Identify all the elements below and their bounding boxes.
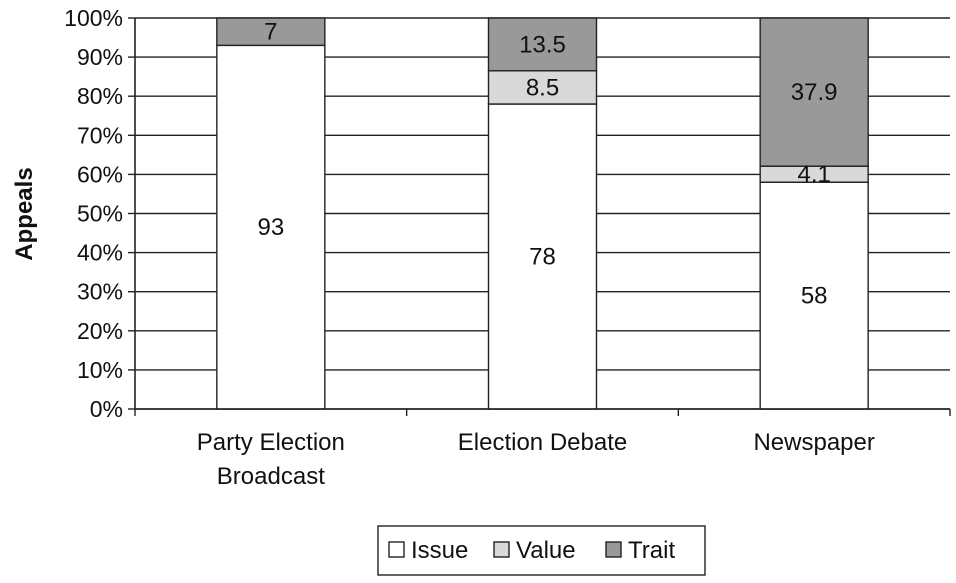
- legend-label: Trait: [628, 537, 675, 564]
- data-label: 7: [264, 19, 277, 46]
- legend-swatch-issue: [388, 541, 405, 558]
- y-tick-label: 70%: [77, 122, 123, 148]
- legend-label: Issue: [411, 537, 468, 564]
- y-tick-label: 90%: [77, 44, 123, 70]
- data-label: 13.5: [519, 31, 566, 58]
- bars: [216, 17, 869, 410]
- legend: Issue Value Trait: [377, 525, 706, 576]
- data-label: 8.5: [526, 74, 559, 101]
- legend-label: Value: [516, 537, 576, 564]
- bar-segment-trait: [759, 17, 869, 167]
- data-label: 37.9: [791, 79, 838, 106]
- bar-segment-issue: [487, 103, 598, 410]
- legend-swatch-trait: [605, 541, 622, 558]
- y-axis-title: Appeals: [11, 167, 38, 260]
- x-category-label: Election Debate: [458, 429, 627, 456]
- bar-segment-trait: [487, 17, 598, 72]
- bar-segment-value: [487, 70, 598, 105]
- x-category-label: Newspaper: [753, 429, 874, 456]
- axes: [128, 17, 951, 416]
- data-label: 93: [257, 214, 284, 241]
- y-tick-label: 60%: [77, 161, 123, 187]
- y-tick-label: 10%: [77, 357, 123, 383]
- y-tick-label: 40%: [77, 240, 123, 266]
- data-label: 78: [529, 244, 556, 271]
- y-tick-label: 80%: [77, 83, 123, 109]
- y-tick-label: 30%: [77, 279, 123, 305]
- labels: 0% 10% 20% 30% 40% 50% 60% 70% 80% 90% 100% 93 7 Part…: [64, 5, 875, 490]
- bar-segment-trait: [216, 17, 326, 47]
- bar-segment-issue: [216, 44, 326, 410]
- legend-swatch-value: [493, 541, 510, 558]
- data-label: 4.1: [797, 161, 830, 188]
- x-category-label: Broadcast: [217, 463, 325, 490]
- y-tick-label: 20%: [77, 318, 123, 344]
- y-tick-label: 100%: [64, 5, 123, 31]
- x-category-label: Party Election: [197, 429, 345, 456]
- y-tick-label: 0%: [90, 396, 123, 422]
- data-label: 58: [801, 283, 828, 310]
- y-tick-label: 50%: [77, 201, 123, 227]
- legend-box: [377, 525, 706, 576]
